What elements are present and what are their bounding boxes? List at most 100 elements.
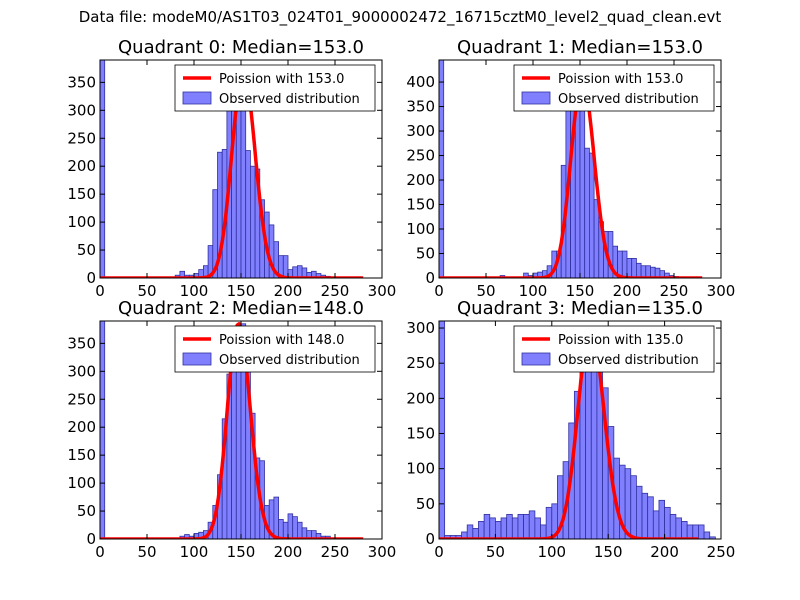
x-tick-label: 50	[137, 282, 156, 300]
x-tick-label: 150	[566, 282, 595, 300]
histogram-bar	[287, 513, 294, 539]
x-tick-label: 250	[321, 282, 350, 300]
histogram-bar	[292, 516, 298, 539]
histogram-bar	[698, 524, 705, 539]
histogram-bar	[282, 521, 289, 539]
x-tick-label: 50	[476, 282, 495, 300]
x-tick-label: 250	[660, 282, 689, 300]
y-tick-label: 200	[406, 389, 435, 407]
quadrant-0-panel: Quadrant 0: Median=153.0 0 50 100 150 200 250 3…	[67, 37, 396, 300]
legend-bar-swatch	[521, 91, 551, 105]
x-tick-label: 300	[368, 282, 397, 300]
histogram-bar	[636, 485, 643, 539]
histogram-bar	[240, 98, 247, 278]
legend-bar-label: Observed distribution	[558, 92, 699, 107]
x-tick-label: 200	[274, 543, 303, 561]
y-tick-label: 50	[77, 241, 96, 259]
legend-line-label: Poission with 148.0	[219, 333, 344, 348]
y-tick-label: 250	[406, 354, 435, 372]
x-tick-label: 300	[368, 543, 397, 561]
y-tick-label: 100	[406, 460, 435, 478]
legend-bar-swatch	[521, 352, 551, 366]
legend: Poission with 153.0 Observed distribution	[513, 64, 715, 112]
x-tick-label: 50	[137, 543, 156, 561]
y-tick-label: 300	[67, 101, 96, 119]
histogram-bar	[100, 60, 106, 278]
x-tick-label: 0	[434, 543, 444, 561]
axes-frame	[438, 320, 722, 540]
histogram-bar	[652, 510, 660, 539]
y-tick-label: 100	[406, 220, 435, 238]
histogram-bar	[593, 199, 600, 278]
histogram-bar	[439, 321, 446, 539]
x-tick-label: 200	[650, 543, 679, 561]
y-tick-label: 150	[67, 185, 96, 203]
histogram-bar	[692, 524, 699, 539]
histogram-bar	[528, 510, 536, 539]
x-tick-label: 250	[321, 543, 350, 561]
figure-suptitle: Data file: modeM0/AS1T03_024T01_90000024…	[78, 8, 722, 26]
y-tick-label: 300	[406, 122, 435, 140]
x-tick-label: 100	[519, 282, 548, 300]
y-tick-label: 200	[406, 171, 435, 189]
y-tick-label: 250	[67, 129, 96, 147]
y-tick-label: 0	[425, 269, 435, 287]
histogram-bar	[500, 517, 508, 539]
histogram-bar	[589, 152, 595, 278]
histogram-bar	[579, 103, 586, 278]
histogram-bar	[669, 513, 677, 539]
x-tick-label: 50	[486, 543, 505, 561]
y-tick-label: 250	[406, 147, 435, 165]
y-tick-label: 350	[67, 334, 96, 352]
y-tick-label: 0	[425, 530, 435, 548]
legend-bar-swatch	[182, 352, 212, 366]
histogram-bar	[517, 513, 525, 539]
histogram-bar	[296, 521, 303, 539]
histogram-bar	[534, 517, 541, 539]
quadrant-1-panel: Quadrant 1: Median=153.0 0 50 100 150 200 250 3…	[406, 37, 735, 300]
x-tick-label: 0	[434, 282, 444, 300]
y-tick-label: 50	[416, 245, 435, 263]
histogram-bar	[703, 531, 711, 539]
x-tick-label: 150	[227, 543, 256, 561]
histogram-bar	[636, 262, 642, 278]
histogram-bar	[466, 524, 474, 539]
x-tick-label: 150	[227, 282, 256, 300]
y-tick-label: 0	[86, 269, 96, 287]
histogram-bar	[100, 321, 106, 539]
y-tick-label: 50	[416, 495, 435, 513]
y-tick-label: 50	[77, 502, 96, 520]
poisson-curve	[100, 69, 364, 278]
histogram-bar	[282, 255, 289, 278]
histogram-bar	[523, 513, 530, 539]
histogram-bar	[658, 499, 666, 539]
plot-area	[439, 60, 703, 278]
x-tick-label: 100	[537, 543, 566, 561]
histogram-bar	[641, 492, 649, 539]
histogram-bar	[626, 258, 633, 278]
poisson-curve	[439, 326, 699, 539]
legend: Poission with 148.0 Observed distribution	[174, 325, 376, 373]
histogram-bar	[478, 521, 485, 539]
legend-bar-label: Observed distribution	[558, 353, 699, 368]
histogram-bar	[273, 496, 279, 539]
histogram-bar	[494, 521, 502, 539]
histogram-bar	[631, 258, 637, 278]
histogram-bar	[681, 521, 688, 539]
y-tick-label: 200	[67, 157, 96, 175]
y-tick-label: 0	[86, 530, 96, 548]
panel-title: Quadrant 2: Median=148.0	[118, 298, 364, 319]
histogram-bar	[647, 496, 654, 539]
histogram-bar	[511, 517, 519, 539]
legend: Poission with 135.0 Observed distribution	[513, 325, 715, 373]
panel-title: Quadrant 0: Median=153.0	[118, 37, 364, 58]
panel-title: Quadrant 3: Median=135.0	[457, 298, 703, 319]
y-tick-label: 100	[67, 213, 96, 231]
y-tick-label: 200	[67, 418, 96, 436]
quadrant-3-panel: Quadrant 3: Median=135.0 0 50 100 150 200 250 0…	[406, 298, 735, 561]
legend: Poission with 153.0 Observed distribution	[174, 64, 376, 112]
x-tick-label: 250	[707, 543, 736, 561]
plot-area	[100, 60, 364, 278]
x-tick-label: 300	[707, 282, 736, 300]
histogram-bar	[584, 147, 590, 278]
